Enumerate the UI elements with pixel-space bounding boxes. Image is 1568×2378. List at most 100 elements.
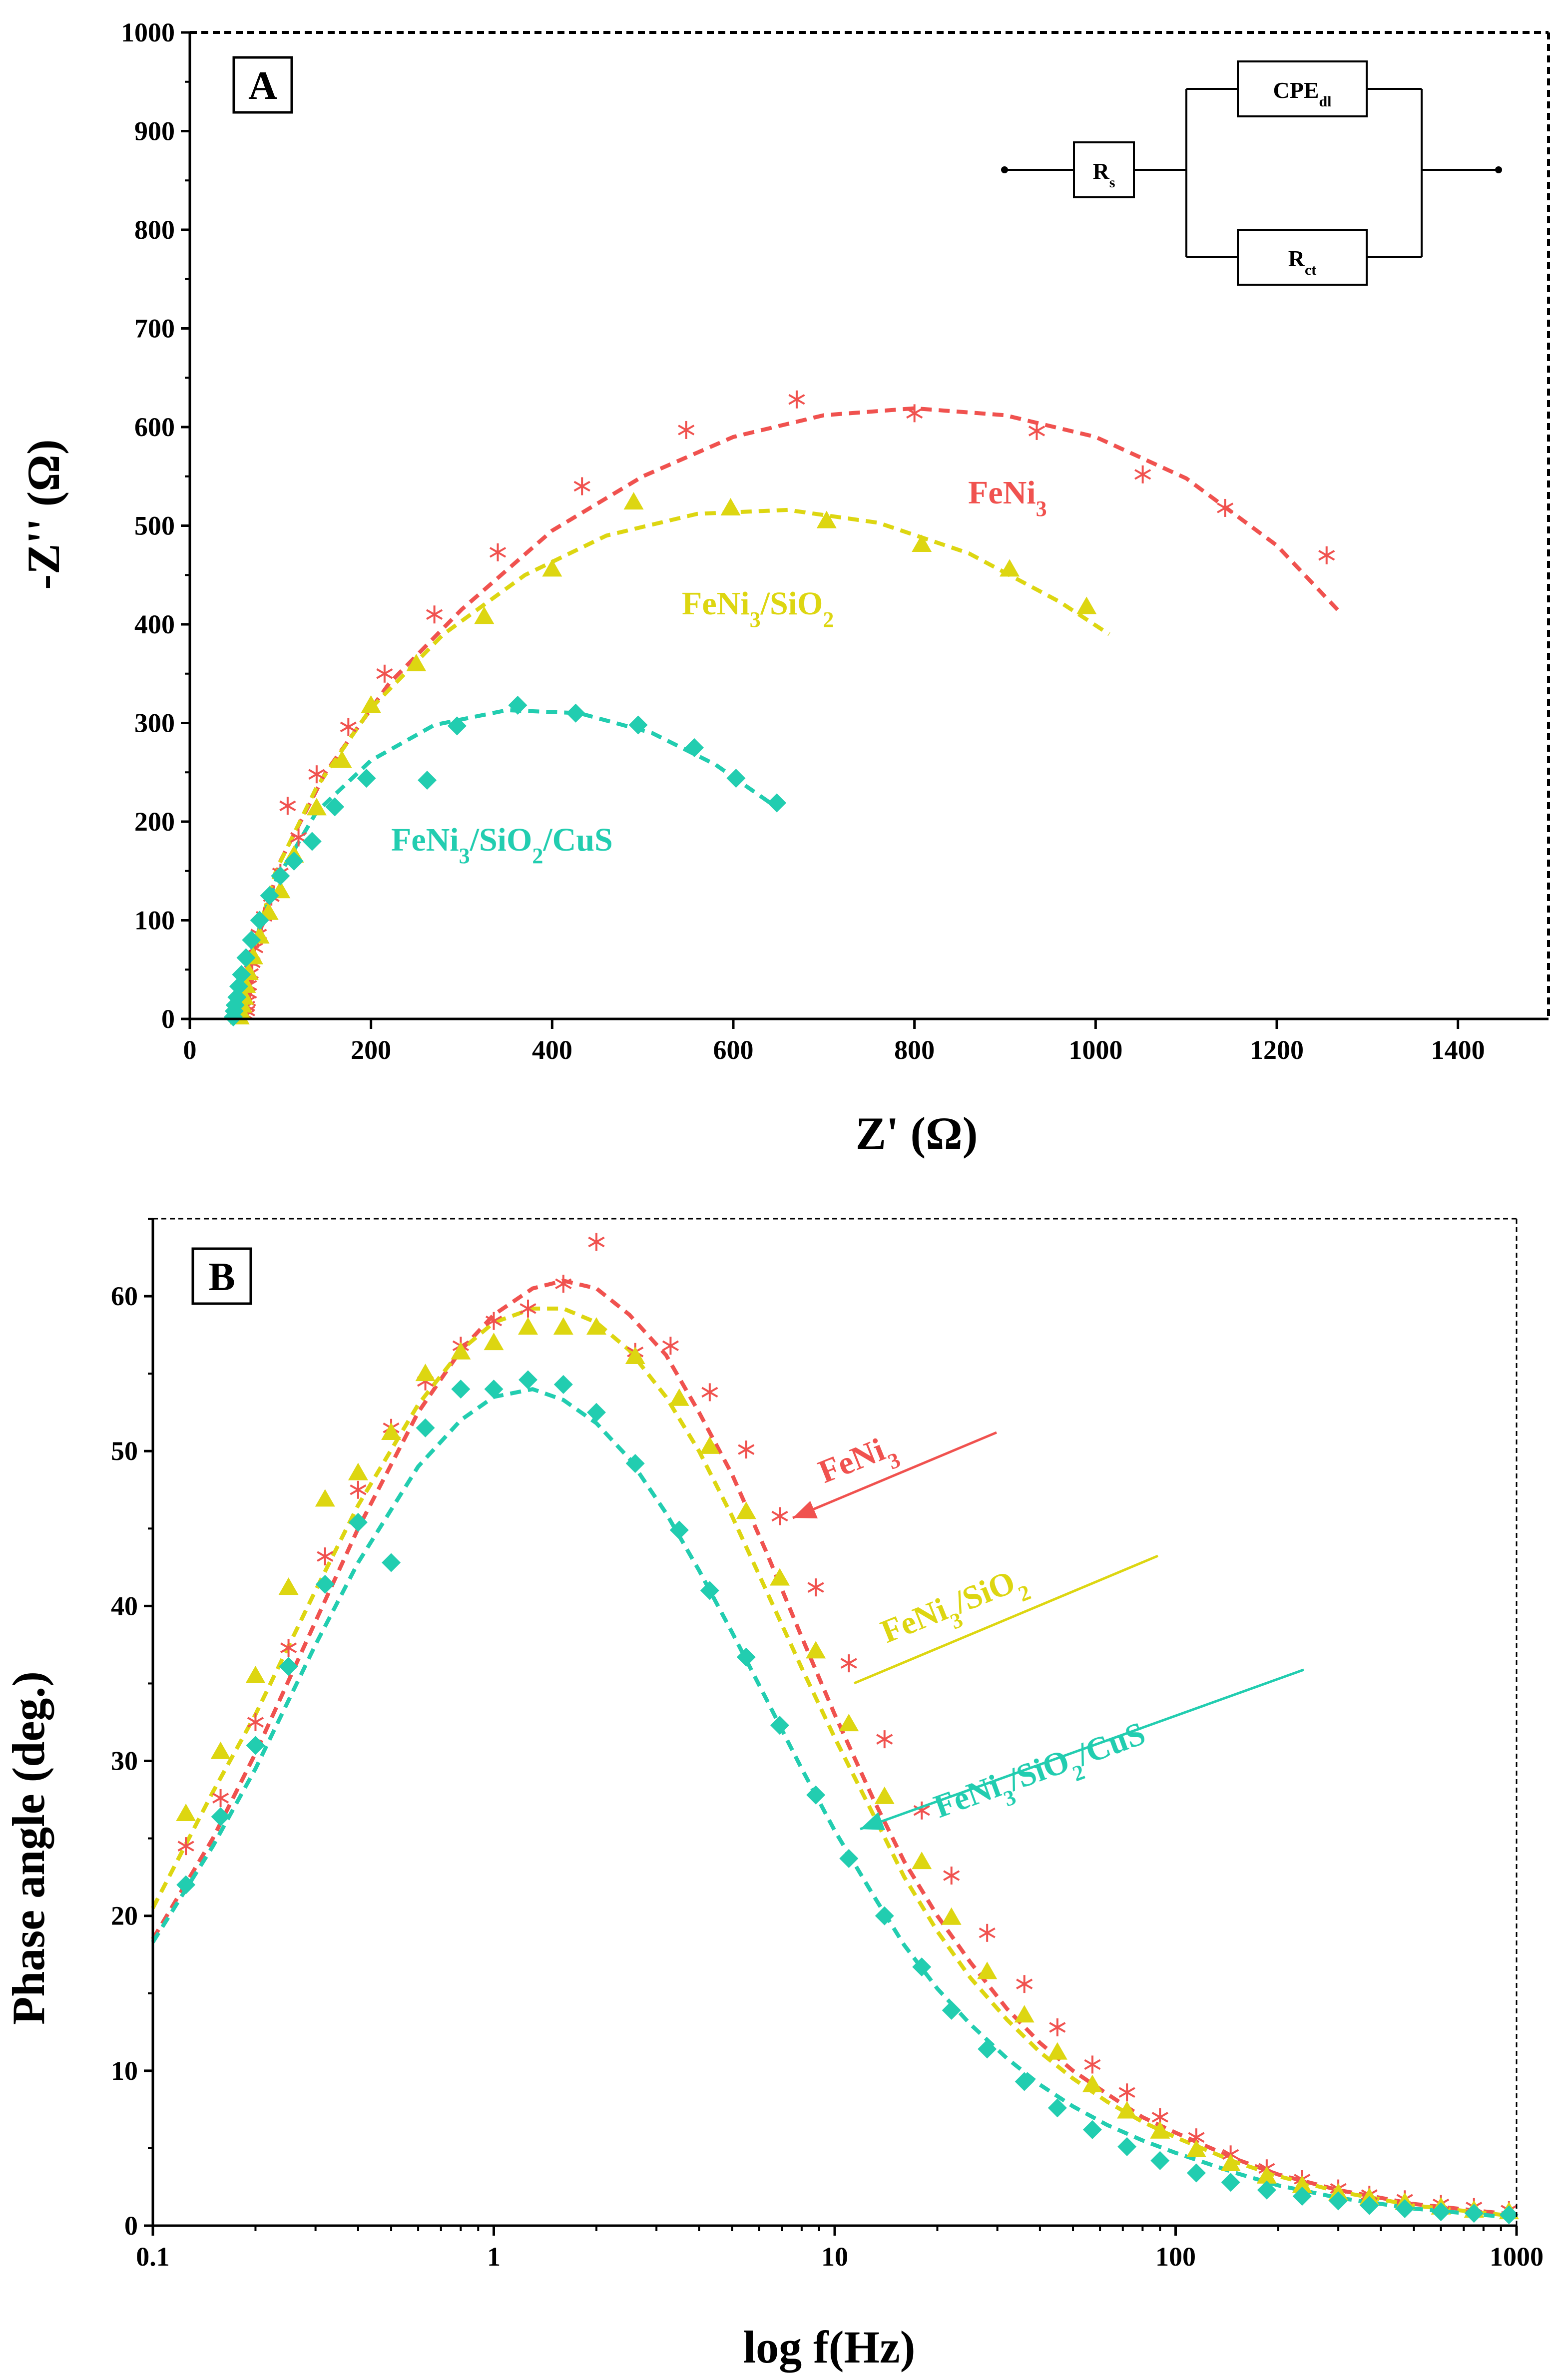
panel-b-point-feni3-sio2 [699,1436,720,1454]
panel-a-point-feni3 [1318,546,1335,564]
panel-a-y-tick-label: 400 [134,609,175,639]
panel-a-point-feni3 [788,390,805,409]
panel-b-point-feni3-sio2 [977,1961,998,1979]
panel-b-y-tick-label: 60 [111,1281,138,1311]
panel-a-label: A [232,56,293,114]
panel-b-y-tick-label: 40 [111,1591,138,1621]
panel-a-point-feni3 [489,543,507,561]
label-b-feni3-sio2: FeNi3/SiO2 [876,1559,1034,1659]
panel-b-point-feni3-sio2-cus [942,2000,961,2020]
panel-a-y-tick-label: 800 [134,215,175,245]
panel-b-point-feni3 [1118,2083,1135,2102]
panel-b-point-feni3-sio2-cus [451,1380,471,1399]
panel-b-point-feni3-sio2-cus [315,1574,335,1594]
panel-a-point-feni3-sio2-cus [566,703,585,723]
panel-a-point-feni3-sio2-cus [447,716,467,736]
panel-a-point-feni3-sio2 [542,559,562,577]
panel-a-point-feni3 [1028,422,1045,440]
panel-b-point-feni3-sio2 [1256,2166,1277,2184]
panel-b-point-feni3-sio2-cus [348,1512,368,1532]
panel-b-y-tick-label: 50 [111,1436,138,1466]
panel-a-x-axis-title: Z' (Ω) [856,1108,978,1159]
panel-b-point-feni3-sio2-cus [1499,2205,1519,2225]
panel-b-point-feni3 [913,1801,930,1820]
panel-b-point-feni3 [979,1923,996,1942]
panel-b-point-feni3-sio2 [1292,2175,1312,2193]
panel-a-point-feni3 [906,404,923,423]
panel-a-point-feni3-sio2-cus [418,771,437,790]
panel-a-x-tick-label: 200 [351,1035,391,1065]
panel-a-point-feni3-sio2-cus [628,715,648,735]
panel-a-point-feni3-sio2 [474,606,495,624]
panel-b-x-tick-label: 10 [821,2242,848,2272]
panel-b-point-feni3-sio2-cus [700,1581,719,1600]
panel-a-point-feni3-sio2 [1000,559,1020,577]
panel-b-point-feni3-sio2-cus [553,1375,573,1394]
arrow-b-feni3 [792,1431,997,1519]
panel-b-point-feni3-sio2-cus [1329,2191,1348,2211]
panel-b-point-feni3 [555,1275,572,1293]
panel-a-point-feni3-sio2-cus [357,769,376,788]
panel-a-series-feni3 [237,390,1335,1024]
panel-b-point-feni3-sio2 [278,1577,299,1595]
panel-b-point-feni3 [840,1654,857,1673]
panel-b-point-feni3-sio2-cus [246,1736,265,1755]
panel-b-point-feni3 [876,1730,893,1749]
panel-a-series-feni3-sio2-cus [224,695,787,1027]
circuit-terminal-left [1001,166,1008,173]
panel-b-label: B [191,1247,252,1305]
panel-b-point-feni3-sio2 [874,1786,895,1804]
panel-a-x-tick-label: 0 [183,1035,197,1065]
panel-b-point-feni3-sio2 [1014,2005,1035,2023]
panel-a-point-feni3-sio2-cus [260,886,279,906]
panel-a-x-tick-label: 600 [713,1035,754,1065]
panel-a-point-feni3-sio2-cus [284,852,304,871]
panel-b-y-tick-label: 10 [111,2056,138,2086]
panel-a-point-feni3-sio2-cus [508,695,527,715]
panel-b-point-feni3-sio2-cus [1047,2098,1067,2118]
panel-a-point-feni3-sio2 [816,510,837,528]
panel-b-point-feni3 [247,1713,264,1731]
panel-b-point-feni3-sio2-cus [875,1906,894,1925]
label-a-feni3-sio2-cus: FeNi3/SiO2/CuS [391,822,613,868]
panel-b-point-feni3 [520,1299,536,1318]
panel-a-plot-area [224,390,1342,1027]
panel-b-point-feni3-sio2 [415,1364,436,1382]
panel-a-point-feni3-sio2 [361,695,381,713]
panel-b-point-feni3 [1049,2018,1066,2037]
label-a-feni3-sio2: FeNi3/SiO2 [682,585,834,632]
panel-b-plot-area [151,1233,1519,2225]
panel-b-point-feni3-sio2 [912,1852,932,1870]
panel-b-point-feni3-sio2-cus [1150,2151,1170,2170]
panel-a-axes: 0 200 400 600 800 1000 1200 1400 0 100 200 300 400 50… [121,17,1550,1065]
panel-a-point-feni3 [1134,465,1151,483]
panel-a-series-feni3-sio2 [229,492,1097,1025]
arrow-b-feni3-sio2-cus-head [860,1812,885,1830]
panel-b-point-feni3-sio2 [941,1907,962,1925]
panel-b-point-feni3-sio2-cus [912,1957,932,1977]
panel-b-point-feni3-sio2-cus [1082,2120,1102,2139]
panel-a-x-tick-label: 1000 [1068,1035,1122,1065]
panel-b-point-feni3-sio2-cus [1395,2199,1415,2218]
panel-a-point-feni3-sio2-cus [302,832,322,851]
panel-a-point-feni3 [340,718,357,736]
panel-b-point-feni3-sio2-cus [839,1849,859,1868]
panel-a: 0 200 400 600 800 1000 1200 1400 0 100 200 300 400 50… [18,17,1550,1159]
panel-b-point-feni3-sio2-cus [625,1454,645,1473]
panel-b-point-feni3-sio2-cus [806,1785,826,1805]
panel-b-point-feni3-sio2 [315,1489,335,1507]
panel-b-point-feni3 [588,1233,605,1251]
panel-a-y-axis-title: -Z'' (Ω) [18,439,69,589]
panel-a-point-feni3 [308,765,325,784]
panel-b-point-feni3-sio2-cus [978,2039,997,2059]
panel-a-x-tick-label: 1400 [1431,1035,1485,1065]
panel-b-point-feni3-sio2-cus [770,1716,790,1735]
panel-b-point-feni3-sio2-cus [484,1380,504,1399]
panel-b-point-feni3 [701,1383,718,1402]
panel-b-point-feni3-sio2 [736,1501,756,1519]
panel-b-point-feni3-sio2 [553,1317,573,1335]
label-b-feni3-sio2-cus: FeNi3/SiO2/CuS [929,1715,1153,1835]
panel-b-point-feni3-sio2-cus [1117,2137,1137,2156]
panel-a-point-feni3-sio2-cus [236,948,256,967]
panel-b-y-tick-label: 20 [111,1901,138,1931]
